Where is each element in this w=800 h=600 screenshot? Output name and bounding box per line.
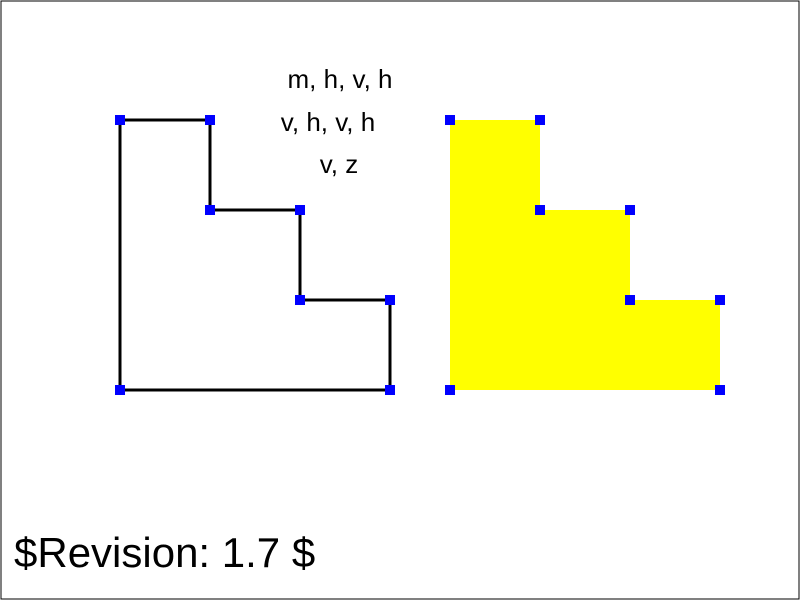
vertex-marker [205,205,215,215]
path-commands-line-3: v, z [320,149,359,179]
vertex-marker [115,385,125,395]
vertex-marker [715,385,725,395]
vertex-marker [715,295,725,305]
vertex-marker [115,115,125,125]
vertex-marker [295,295,305,305]
vertex-marker [385,385,395,395]
vertex-marker [625,295,635,305]
filled-vertex-markers [445,115,725,395]
vertex-marker [295,205,305,215]
vertex-marker [445,115,455,125]
outline-vertex-markers [115,115,395,395]
filled-staircase-path [450,120,720,390]
revision-label: $Revision: 1.7 $ [14,529,315,576]
vertex-marker [445,385,455,395]
path-commands-line-1: m, h, v, h [288,64,393,94]
vertex-marker [535,115,545,125]
path-commands-line-2: v, h, v, h [281,107,375,137]
vertex-marker [385,295,395,305]
vertex-marker [535,205,545,215]
vertex-marker [625,205,635,215]
vertex-marker [205,115,215,125]
